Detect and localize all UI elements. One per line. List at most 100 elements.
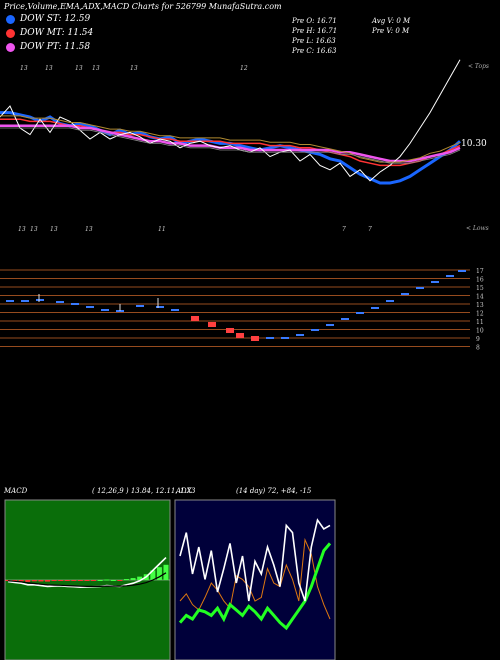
legend-label: DOW PT: 11.58 — [20, 42, 91, 52]
adx-params: (14 day) 72, +84, -15 — [236, 487, 312, 495]
price-tick — [156, 306, 164, 308]
price-label: 10.30 — [461, 139, 487, 149]
bottom-label: 13 — [30, 226, 38, 233]
price-level-label: 14 — [476, 294, 484, 301]
price-tick — [446, 275, 454, 277]
price-tick — [251, 336, 259, 341]
bottom-label: 7 — [368, 226, 372, 233]
macd-hist-bar — [31, 580, 37, 582]
price-tick — [6, 300, 14, 302]
bottom-label: 13 — [50, 226, 58, 233]
macd-hist-bar — [38, 580, 44, 582]
macd-hist-bar — [104, 579, 110, 581]
macd-hist-bar — [91, 580, 97, 581]
legend-item-dow-pt: DOW PT: 11.58 — [6, 42, 90, 52]
macd-title: MACD — [4, 487, 28, 495]
legend-swatch — [6, 42, 15, 52]
adx-line — [179, 518, 331, 602]
price-level-label: 13 — [476, 302, 484, 309]
price-tick — [56, 301, 64, 303]
price-tick — [341, 318, 349, 320]
price-level-label: 16 — [476, 277, 484, 284]
price-tick — [208, 322, 216, 327]
price-level-label: 15 — [476, 285, 484, 292]
price-tick — [311, 329, 319, 331]
series-line-3 — [0, 59, 461, 182]
tops-marker: < Tops — [468, 63, 490, 70]
macd-hist-bar — [130, 578, 136, 580]
price-tick — [296, 334, 304, 336]
lows-marker: < Lows — [466, 225, 489, 232]
top-label: 12 — [240, 65, 248, 72]
info-prev-volume: Pre V: 0 M — [372, 27, 410, 35]
macd-hist-bar — [77, 580, 83, 581]
series-line-1 — [0, 118, 461, 167]
bottom-label: 11 — [158, 226, 166, 233]
macd-hist-bar — [163, 564, 169, 580]
price-tick — [71, 303, 79, 305]
price-tick — [236, 333, 244, 338]
macd-hist-bar — [25, 580, 31, 582]
price-tick — [266, 337, 274, 339]
price-level-label: 9 — [476, 336, 480, 343]
macd-hist-bar — [64, 580, 70, 581]
macd-hist-bar — [5, 580, 11, 581]
macd-hist-bar — [58, 580, 64, 581]
bottom-label: 13 — [85, 226, 93, 233]
series-line-ema-aux2 — [0, 127, 461, 164]
macd-hist-bar — [150, 570, 156, 580]
price-tick — [36, 299, 44, 301]
macd-hist-bar — [156, 567, 162, 580]
top-label: 13 — [45, 65, 53, 72]
top-label: 13 — [130, 65, 138, 72]
series-line-ema-aux — [0, 115, 461, 163]
price-tick — [326, 324, 334, 326]
price-level-label: 11 — [476, 319, 484, 326]
legend-label: DOW MT: 11.54 — [20, 28, 94, 38]
macd-hist-bar — [18, 580, 24, 582]
price-tick — [386, 300, 394, 302]
macd-hist-bar — [45, 580, 50, 582]
top-label: 13 — [92, 65, 100, 72]
price-tick — [101, 309, 109, 311]
price-tick — [21, 300, 29, 302]
bottom-label: 7 — [342, 226, 346, 233]
macd-signal-line — [7, 572, 167, 587]
macd-hist-bar — [97, 580, 103, 581]
macd-hist-bar — [51, 580, 57, 581]
price-level-label: 17 — [476, 268, 484, 275]
info-avg-volume: Avg V: 0 M — [372, 17, 411, 25]
adx-panel — [174, 499, 336, 660]
legend-label: DOW ST: 12.59 — [20, 14, 91, 24]
price-level-label: 10 — [476, 328, 484, 335]
price-tick — [371, 307, 379, 309]
macd-hist-bar — [124, 579, 129, 581]
macd-hist-bar — [137, 576, 143, 580]
price-tick — [136, 305, 144, 307]
price-tick — [226, 328, 234, 333]
price-tick — [171, 309, 179, 311]
price-tick — [86, 306, 94, 308]
price-tick — [401, 293, 409, 295]
macd-hist-bar — [84, 580, 90, 581]
chart-title: Price,Volume,EMA,ADX,MACD Charts for 526… — [4, 2, 282, 11]
info-low: Pre L: 16.63 — [292, 37, 336, 45]
top-label: 13 — [20, 65, 28, 72]
info-high: Pre H: 16.71 — [292, 27, 338, 35]
legend-item-dow-st: DOW ST: 12.59 — [6, 14, 90, 24]
price-tick — [356, 312, 364, 314]
legend-swatch — [6, 14, 15, 24]
adx-title: ADX — [176, 487, 192, 495]
price-level-label: 8 — [476, 345, 480, 352]
info-open: Pre O: 16.71 — [292, 17, 337, 25]
legend-swatch — [6, 28, 15, 38]
price-tick — [191, 316, 199, 321]
macd-hist-bar — [110, 580, 116, 581]
legend-item-dow-mt: DOW MT: 11.54 — [6, 28, 93, 38]
macd-params: ( 12,26,9 ) 13.84, 12.11, 1.73 — [92, 487, 196, 495]
price-tick — [416, 287, 424, 289]
top-label: 13 — [75, 65, 83, 72]
price-tick — [458, 270, 466, 272]
price-tick — [281, 337, 289, 339]
